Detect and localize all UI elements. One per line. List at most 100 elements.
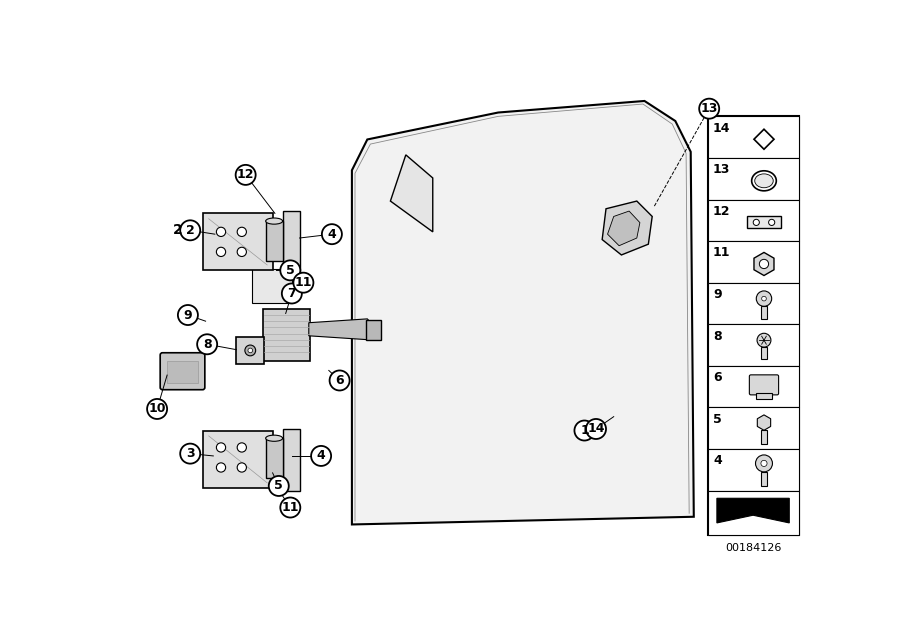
Bar — [707, 200, 798, 241]
Circle shape — [238, 443, 247, 452]
Text: 00184126: 00184126 — [724, 543, 781, 553]
FancyBboxPatch shape — [160, 353, 205, 390]
Text: 6: 6 — [713, 371, 722, 384]
Circle shape — [586, 419, 606, 439]
Bar — [707, 116, 798, 536]
Circle shape — [216, 227, 226, 237]
Bar — [760, 347, 767, 359]
Bar — [760, 472, 767, 486]
Polygon shape — [754, 129, 774, 149]
Text: 6: 6 — [336, 374, 344, 387]
Text: 5: 5 — [286, 264, 294, 277]
Text: 4: 4 — [713, 454, 722, 467]
Bar — [707, 408, 798, 449]
Circle shape — [216, 443, 226, 452]
Polygon shape — [757, 415, 770, 431]
Circle shape — [761, 296, 766, 301]
Circle shape — [245, 345, 256, 356]
Circle shape — [248, 348, 253, 353]
Bar — [707, 282, 798, 324]
Text: 2: 2 — [185, 224, 194, 237]
Circle shape — [216, 463, 226, 472]
Polygon shape — [352, 101, 694, 525]
Bar — [760, 307, 767, 319]
Text: 7: 7 — [287, 287, 296, 300]
Polygon shape — [283, 211, 300, 273]
Text: 13: 13 — [713, 163, 731, 176]
Ellipse shape — [266, 218, 283, 224]
Polygon shape — [283, 429, 300, 490]
Polygon shape — [309, 319, 376, 340]
Circle shape — [574, 420, 595, 441]
Bar — [266, 438, 283, 478]
Text: 4: 4 — [328, 228, 337, 240]
Circle shape — [280, 497, 301, 518]
Bar — [707, 324, 798, 366]
Bar — [707, 116, 798, 158]
Circle shape — [216, 247, 226, 256]
Polygon shape — [717, 498, 789, 523]
Ellipse shape — [266, 435, 283, 441]
Circle shape — [282, 284, 302, 303]
Text: 14: 14 — [713, 121, 731, 135]
Circle shape — [753, 219, 760, 226]
Bar — [747, 216, 781, 228]
Text: 5: 5 — [274, 480, 284, 492]
Circle shape — [269, 476, 289, 496]
Polygon shape — [608, 211, 640, 245]
Bar — [707, 158, 798, 200]
Circle shape — [755, 455, 772, 472]
Circle shape — [280, 260, 301, 280]
Text: 11: 11 — [282, 501, 299, 514]
Polygon shape — [754, 252, 774, 275]
Circle shape — [322, 224, 342, 244]
Circle shape — [769, 219, 775, 226]
Bar — [707, 449, 798, 490]
Text: 13: 13 — [700, 102, 718, 115]
Bar — [237, 336, 264, 364]
Circle shape — [699, 99, 719, 119]
Text: 8: 8 — [713, 329, 722, 343]
Circle shape — [180, 444, 200, 464]
Ellipse shape — [755, 174, 773, 188]
Text: 12: 12 — [713, 205, 731, 218]
Polygon shape — [203, 214, 273, 270]
Circle shape — [236, 165, 256, 185]
Text: 4: 4 — [317, 450, 326, 462]
Text: 12: 12 — [237, 169, 255, 181]
Bar — [760, 431, 767, 444]
Text: 10: 10 — [148, 403, 166, 415]
Polygon shape — [391, 155, 433, 232]
Bar — [266, 221, 283, 261]
Circle shape — [238, 247, 247, 256]
Bar — [263, 309, 310, 361]
Text: 14: 14 — [587, 422, 605, 436]
Bar — [707, 490, 798, 536]
Polygon shape — [602, 201, 652, 255]
FancyBboxPatch shape — [750, 375, 778, 395]
Bar — [707, 241, 798, 282]
Text: 1: 1 — [580, 424, 589, 437]
Text: 11: 11 — [713, 247, 731, 259]
Bar — [365, 320, 382, 340]
Circle shape — [311, 446, 331, 466]
Text: 2: 2 — [173, 223, 183, 237]
Circle shape — [760, 460, 767, 466]
Circle shape — [293, 273, 313, 293]
Circle shape — [180, 220, 200, 240]
Bar — [756, 393, 771, 399]
Circle shape — [238, 227, 247, 237]
Text: 8: 8 — [202, 338, 211, 351]
Ellipse shape — [752, 171, 777, 191]
Polygon shape — [252, 269, 292, 303]
Text: 11: 11 — [294, 276, 312, 289]
Text: 5: 5 — [713, 413, 722, 426]
Bar — [167, 361, 198, 383]
Text: 9: 9 — [184, 308, 193, 322]
Text: 3: 3 — [186, 447, 194, 460]
Circle shape — [756, 291, 771, 307]
Bar — [707, 366, 798, 408]
Text: 9: 9 — [713, 288, 722, 301]
Circle shape — [197, 335, 217, 354]
Circle shape — [147, 399, 167, 419]
